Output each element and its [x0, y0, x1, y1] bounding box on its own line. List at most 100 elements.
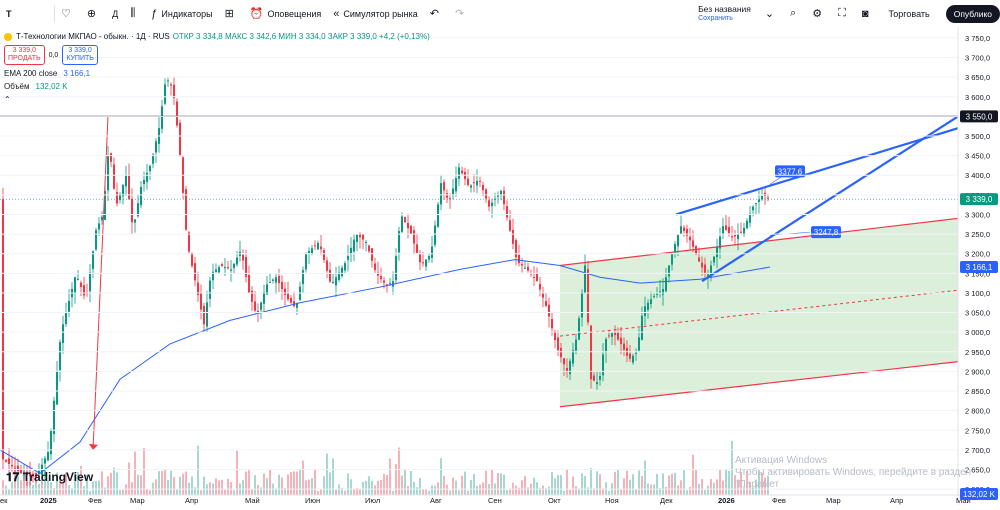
candle-body: [68, 300, 70, 312]
candle-body: [26, 471, 28, 475]
volume-bar: [206, 484, 208, 495]
publish-button[interactable]: Опублико: [945, 4, 1000, 23]
volume-bar: [545, 488, 547, 495]
trade-button[interactable]: Торговать: [888, 8, 930, 19]
candle-body: [539, 283, 541, 290]
candle-body: [545, 301, 547, 306]
candle-body: [119, 194, 121, 201]
candle-body: [176, 101, 178, 126]
candle-body: [80, 282, 82, 288]
candle-body: [53, 400, 55, 435]
legend-collapse-button[interactable]: ⌃: [4, 93, 430, 106]
candle-body: [473, 182, 475, 184]
time-axis[interactable]: ек 2025 Фев Мар Апр Май Июн Июл Авг Сен Окт Ноя Дек 2…: [0, 494, 1000, 505]
price-chart[interactable]: 3377,6 3247,8 3 750,0 3 700,0 3 650,0 3 600,…: [0, 27, 1000, 505]
volume-bar: [749, 481, 751, 495]
volume-bar: [155, 479, 157, 495]
candle-body: [425, 259, 427, 267]
candle-body: [185, 189, 187, 230]
volume-legend-row[interactable]: Объём 132,02 K: [4, 80, 430, 93]
volume-bar: [419, 478, 421, 495]
alerts-button[interactable]: ⏰ Оповещения: [244, 0, 327, 27]
volume-bar: [431, 485, 433, 495]
candle-body: [164, 84, 166, 104]
time-tick-label: ек: [0, 496, 8, 505]
volume-bar: [125, 484, 127, 495]
candle-body: [530, 273, 532, 275]
candle-body: [29, 472, 31, 476]
volume-bar: [398, 447, 400, 495]
candle-body: [500, 190, 502, 195]
volume-bar: [80, 465, 82, 495]
indicators-icon: ƒ: [151, 7, 158, 20]
price-tick-label: 3 100,0: [965, 289, 990, 298]
candle-body: [314, 245, 316, 247]
volume-bar: [620, 489, 622, 495]
indicators-button[interactable]: ƒ Индикаторы: [145, 0, 218, 27]
chart-area[interactable]: 3377,6 3247,8 3 750,0 3 700,0 3 650,0 3 600,…: [0, 27, 1000, 505]
chart-type-button[interactable]: ⫼: [124, 0, 145, 27]
snapshot-button[interactable]: ◙: [856, 0, 879, 27]
level-price-tag-bg: [960, 110, 998, 123]
volume-bar: [380, 480, 382, 495]
candle-body: [689, 236, 691, 241]
gear-icon: ⚙: [812, 8, 823, 20]
candle-body: [608, 335, 610, 337]
quick-search-button[interactable]: ⌕: [784, 0, 806, 27]
save-hint: Сохранить: [698, 14, 733, 22]
sell-button[interactable]: 3 339,0 ПРОДАТЬ: [4, 45, 45, 65]
candle-body: [767, 197, 769, 199]
volume-bar: [329, 472, 331, 495]
templates-button[interactable]: ⊞: [219, 0, 244, 27]
volume-bar: [383, 473, 385, 495]
candle-body: [230, 269, 232, 271]
volume-bar: [686, 490, 688, 495]
volume-bar: [740, 471, 742, 495]
price-tick-label: 3 600,0: [965, 93, 990, 102]
volume-bar: [485, 470, 487, 495]
volume-bar: [86, 474, 88, 495]
volume-bar: [575, 486, 577, 495]
symbol-legend-row[interactable]: Т-Технологии МКПАО - обыкн. · 1Д · RUS О…: [4, 30, 430, 43]
candle-body: [722, 226, 724, 234]
candle-body: [236, 257, 238, 265]
candle-body: [572, 350, 574, 364]
candle-body: [731, 236, 733, 238]
callout-top-label-bg: [775, 165, 805, 178]
volume-bar: [551, 471, 553, 495]
volume-bar: [50, 482, 52, 495]
replay-button[interactable]: «Симулятор рынка: [327, 0, 424, 27]
settings-button[interactable]: ⚙: [806, 0, 832, 27]
candle-body: [410, 225, 412, 235]
volume-bar: [293, 471, 295, 495]
interval-button[interactable]: Д: [106, 0, 124, 27]
compare-button[interactable]: ♡: [55, 0, 81, 27]
volume-bar: [632, 474, 634, 495]
volume-bar: [179, 476, 181, 495]
volume-bar: [389, 458, 391, 495]
candle-body: [335, 277, 337, 286]
candle-body: [686, 228, 688, 236]
symbol-search-button[interactable]: T: [0, 0, 54, 27]
redo-button[interactable]: ↷: [449, 0, 474, 27]
time-tick-label: Мар: [130, 496, 145, 505]
volume-bar: [527, 487, 529, 495]
volume-bar: [413, 481, 415, 495]
price-axis[interactable]: 3 750,0 3 700,0 3 650,0 3 600,0 3 550,0 3 500…: [0, 27, 990, 505]
volume-bar: [752, 487, 754, 495]
candle-body: [122, 184, 124, 197]
layout-save-button[interactable]: Без названия Сохранить: [690, 4, 759, 23]
fullscreen-button[interactable]: ⛶: [832, 0, 856, 27]
candle-body: [149, 165, 151, 172]
add-symbol-button[interactable]: ⊕: [81, 0, 106, 27]
candle-body: [20, 469, 22, 474]
tradingview-logo[interactable]: 𝟏𝟕 TradingView: [6, 470, 93, 485]
level-price-tag: 3 550,0: [966, 112, 993, 121]
volume-bar: [248, 470, 250, 495]
ema-label: EMA 200 close: [4, 69, 58, 78]
volume-bar: [134, 451, 136, 495]
buy-button[interactable]: 3 339,0 КУПИТЬ: [62, 45, 98, 65]
ema-legend-row[interactable]: EMA 200 close 3 166,1: [4, 67, 430, 80]
undo-button[interactable]: ↶: [424, 0, 449, 27]
layout-menu-button[interactable]: ⌄: [759, 0, 784, 27]
